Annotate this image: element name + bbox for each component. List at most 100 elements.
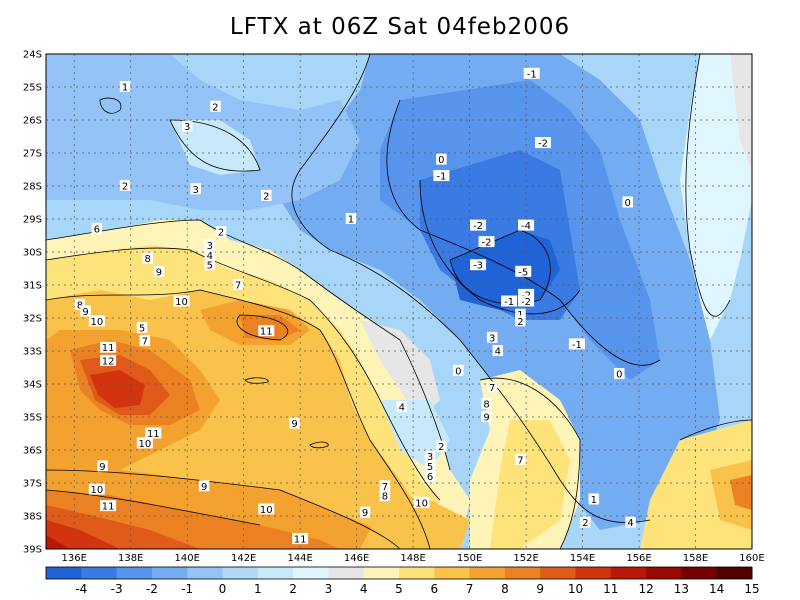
- colorbar-label: -1: [181, 582, 193, 596]
- contour-label: -2: [518, 295, 535, 308]
- colorbar-label: 8: [501, 582, 509, 596]
- colorbar-swatch: [399, 567, 435, 579]
- svg-text:0: 0: [616, 370, 622, 381]
- svg-text:9: 9: [201, 482, 207, 493]
- colorbar-label: 11: [603, 582, 618, 596]
- colorbar-label: 5: [395, 582, 403, 596]
- lat-lon-grid: [46, 54, 752, 549]
- svg-text:4: 4: [207, 251, 213, 262]
- colorbar-label: 7: [466, 582, 474, 596]
- contour-label: 3: [181, 120, 193, 133]
- lon-label: 158E: [683, 553, 708, 564]
- colorbar-swatch: [646, 567, 682, 579]
- svg-text:11: 11: [102, 502, 115, 513]
- lat-label: 25S: [23, 83, 42, 94]
- svg-text:11: 11: [294, 535, 307, 546]
- lat-label: 30S: [23, 248, 42, 259]
- svg-text:10: 10: [260, 505, 273, 516]
- svg-text:1: 1: [122, 83, 128, 94]
- colorbar: -4 -3 -2 -1 0 1 2 3 4 5 6 7 8 9 10 11 12 13 14 15: [45, 566, 760, 596]
- contour-label: 9: [153, 265, 165, 278]
- svg-text:10: 10: [415, 498, 428, 509]
- contour-label: 0: [453, 364, 464, 377]
- svg-text:2: 2: [438, 442, 444, 453]
- lat-label: 38S: [23, 512, 42, 523]
- colorbar-label: 4: [360, 582, 368, 596]
- lon-label: 160E: [739, 553, 764, 564]
- svg-text:10: 10: [90, 485, 103, 496]
- contour-label: 9: [359, 506, 371, 519]
- colorbar-swatch: [434, 567, 471, 579]
- colorbar-swatch: [469, 567, 506, 579]
- contour-label: -1: [433, 170, 450, 183]
- contour-label: -1: [568, 338, 585, 351]
- svg-text:11: 11: [147, 429, 160, 440]
- colorbar-label: 14: [709, 582, 724, 596]
- svg-text:3: 3: [427, 452, 433, 463]
- svg-text:2: 2: [263, 191, 269, 202]
- svg-text:6: 6: [94, 224, 100, 235]
- svg-text:4: 4: [495, 347, 501, 358]
- svg-text:-3: -3: [473, 261, 483, 272]
- svg-text:9: 9: [483, 413, 489, 424]
- lat-label: 29S: [23, 215, 42, 226]
- contour-label: 10: [413, 496, 430, 509]
- svg-text:3: 3: [192, 185, 198, 196]
- contour-label: 9: [198, 480, 210, 493]
- colorbar-label: 6: [430, 582, 438, 596]
- lat-label: 33S: [23, 347, 42, 358]
- svg-text:7: 7: [235, 281, 241, 292]
- svg-text:9: 9: [156, 267, 162, 278]
- contour-label: 7: [139, 335, 151, 348]
- colorbar-swatch: [540, 567, 576, 579]
- lat-label: 26S: [23, 116, 42, 127]
- contour-label: 9: [97, 460, 108, 473]
- lon-label: 146E: [344, 553, 369, 564]
- lon-label: 154E: [570, 553, 595, 564]
- contour-label: 2: [210, 100, 221, 113]
- svg-text:2: 2: [517, 317, 523, 328]
- map-frame: [45, 53, 753, 550]
- contour-label: 10: [136, 437, 153, 450]
- svg-text:8: 8: [382, 492, 388, 503]
- contour-label: -4: [518, 219, 535, 232]
- lon-label: 152E: [513, 553, 538, 564]
- svg-text:-4: -4: [521, 221, 531, 232]
- contour-label: -3: [470, 259, 487, 272]
- contour-label: 2: [515, 315, 526, 328]
- lon-label: 140E: [174, 553, 199, 564]
- contour-label: 0: [622, 196, 633, 209]
- contour-label: 10: [88, 315, 105, 328]
- colorbar-swatch: [257, 567, 294, 579]
- colorbar-swatch: [187, 567, 223, 579]
- contour-label: -2: [478, 236, 495, 249]
- svg-text:10: 10: [90, 317, 103, 328]
- colorbar-label: 3: [325, 582, 333, 596]
- colorbar-swatch: [81, 567, 118, 579]
- contour-label: 7: [515, 453, 526, 466]
- svg-text:0: 0: [625, 198, 631, 209]
- svg-text:0: 0: [455, 366, 461, 377]
- svg-text:5: 5: [207, 261, 213, 272]
- svg-text:5: 5: [427, 462, 433, 473]
- svg-text:3: 3: [207, 241, 213, 252]
- lon-label: 136E: [62, 553, 87, 564]
- svg-text:4: 4: [399, 403, 405, 414]
- lat-label: 28S: [23, 182, 42, 193]
- svg-text:1: 1: [348, 215, 354, 226]
- contour-label: 10: [88, 483, 105, 496]
- contour-label: 7: [486, 381, 498, 394]
- lat-label: 34S: [23, 380, 42, 391]
- svg-text:11: 11: [102, 343, 115, 354]
- contour-label: 1: [119, 81, 131, 94]
- contour-label: -1: [523, 67, 540, 80]
- svg-text:2: 2: [212, 102, 218, 113]
- contour-label: 5: [424, 460, 436, 473]
- svg-text:-2: -2: [482, 238, 492, 249]
- colorbar-label: -3: [111, 582, 123, 596]
- svg-text:8: 8: [77, 300, 83, 311]
- contour-label: 1: [588, 493, 600, 506]
- contour-label: 8: [142, 252, 153, 265]
- contour-labels: -1123-20-123201-2-462-23458-39-57-210-18…: [74, 67, 636, 546]
- svg-text:-1: -1: [504, 297, 514, 308]
